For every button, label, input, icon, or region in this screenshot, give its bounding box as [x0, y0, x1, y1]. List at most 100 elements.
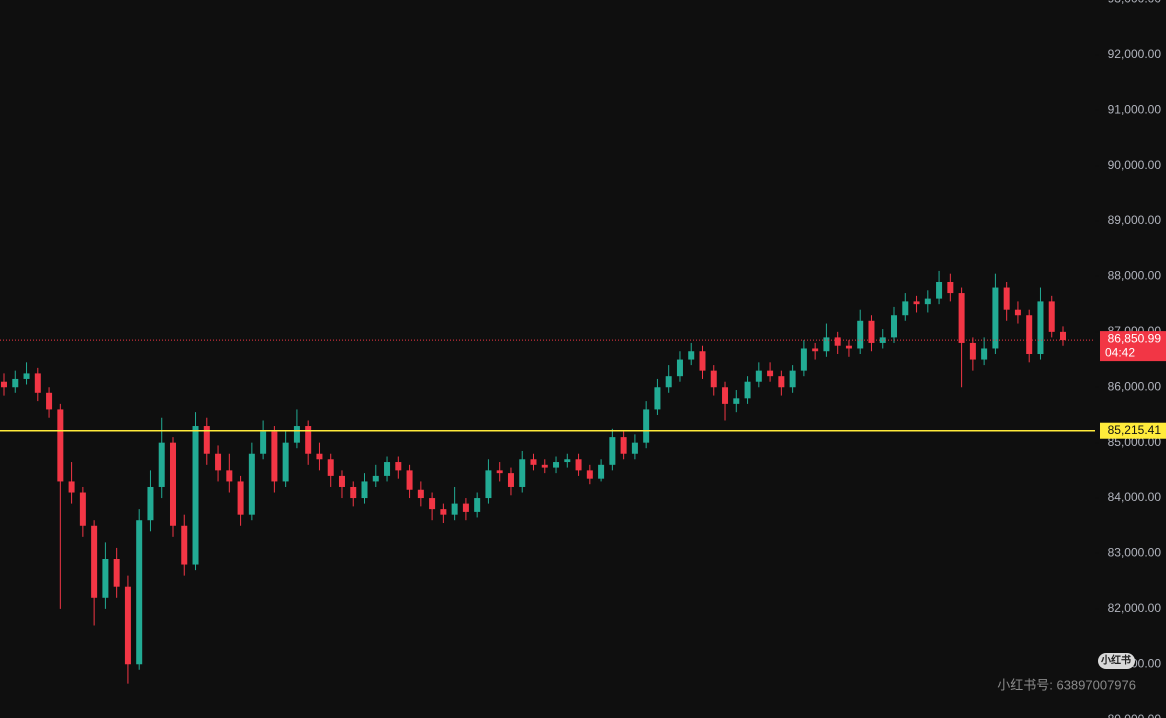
candle-body: [203, 426, 210, 454]
candle-body: [981, 348, 988, 360]
candle-body: [395, 462, 402, 471]
candle-body: [507, 473, 514, 487]
candle-body: [451, 503, 458, 515]
candle-body: [361, 481, 368, 499]
y-tick-label: 83,000.00: [1108, 546, 1162, 560]
candle-body: [237, 481, 244, 515]
candle-body: [676, 359, 683, 377]
y-tick-label: 92,000.00: [1108, 47, 1162, 61]
candle-body: [722, 387, 729, 404]
candle-body: [789, 370, 796, 388]
candle-body: [350, 486, 357, 499]
candle-body: [631, 442, 638, 454]
candle-body: [1014, 309, 1021, 316]
y-tick-label: 80,000.00: [1108, 712, 1162, 718]
candle-body: [12, 378, 19, 388]
candle-body: [800, 348, 807, 371]
candle-body: [147, 486, 154, 521]
candle-body: [248, 453, 255, 515]
candle-body: [293, 426, 300, 443]
watermark-logo: 小红书: [1100, 654, 1131, 667]
candle-body: [1060, 331, 1066, 341]
candle-body: [969, 342, 976, 360]
candle-body: [136, 520, 143, 665]
candle-body: [192, 426, 199, 565]
candle-body: [902, 301, 909, 316]
candle-body: [733, 398, 740, 404]
watermark-text: 小红书号: 63897007976: [997, 677, 1136, 692]
candle-body: [845, 345, 852, 349]
candle-body: [823, 337, 830, 352]
candle-body: [327, 459, 334, 476]
candle-body: [384, 462, 391, 476]
candle-body: [609, 437, 616, 465]
candle-body: [1048, 301, 1055, 332]
candle-body: [812, 348, 819, 352]
candle-body: [564, 459, 571, 463]
y-tick-label: 88,000.00: [1108, 269, 1162, 283]
candle-body: [282, 442, 289, 482]
candle-body: [924, 298, 931, 305]
candle-body: [947, 281, 954, 294]
candle-body: [124, 586, 131, 665]
candle-body: [654, 387, 661, 410]
candle-body: [857, 320, 864, 349]
candle-body: [271, 431, 278, 482]
price-label: 85,215.41: [1108, 423, 1162, 437]
candle-body: [79, 492, 86, 526]
candle-body: [665, 376, 672, 388]
candle-body: [936, 281, 943, 299]
candle-body: [834, 337, 841, 346]
candle-body: [541, 464, 548, 468]
candle-body: [91, 525, 98, 598]
candle-body: [23, 373, 30, 379]
y-tick-label: 82,000.00: [1108, 601, 1162, 615]
candle-body: [767, 370, 774, 377]
price-countdown: 04:42: [1105, 345, 1135, 359]
candle-body: [113, 558, 120, 587]
candle-body: [34, 373, 41, 393]
price-label-box: [1100, 331, 1166, 362]
candle-body: [868, 320, 875, 343]
watermark-logo-box: [1098, 653, 1135, 669]
price-label-box: [1100, 422, 1166, 439]
candle-body: [891, 315, 898, 338]
candle-body: [575, 459, 582, 471]
candle-body: [338, 475, 345, 487]
candle-body: [1026, 315, 1033, 355]
candle-body: [226, 470, 233, 482]
y-tick-label: 89,000.00: [1108, 213, 1162, 227]
candle-body: [586, 470, 593, 479]
candle-body: [778, 376, 785, 388]
y-tick-label: 91,000.00: [1108, 102, 1162, 116]
candle-body: [496, 470, 503, 474]
candle-body: [553, 462, 560, 468]
candle-body: [710, 370, 717, 388]
candle-body: [1, 381, 7, 388]
candle-body: [530, 459, 537, 465]
candle-body: [417, 489, 424, 499]
candle-body: [913, 301, 920, 305]
candle-body: [699, 351, 706, 371]
candle-body: [158, 442, 165, 487]
candle-body: [598, 464, 605, 479]
candle-body: [485, 470, 492, 499]
y-tick-label: 90,000.00: [1108, 158, 1162, 172]
candle-body: [462, 503, 469, 512]
candle-body: [68, 481, 75, 493]
candle-body: [181, 525, 188, 565]
candle-body: [1003, 287, 1010, 310]
candle-body: [215, 453, 222, 471]
candle-body: [46, 392, 53, 410]
candle-body: [643, 409, 650, 443]
candle-body: [57, 409, 64, 482]
y-tick-label: 93,000.00: [1108, 0, 1162, 6]
candle-body: [620, 437, 627, 454]
candle-body: [372, 475, 379, 482]
candle-body: [744, 381, 751, 399]
candle-body: [169, 442, 176, 526]
candle-body: [102, 558, 109, 598]
candle-body: [316, 453, 323, 460]
